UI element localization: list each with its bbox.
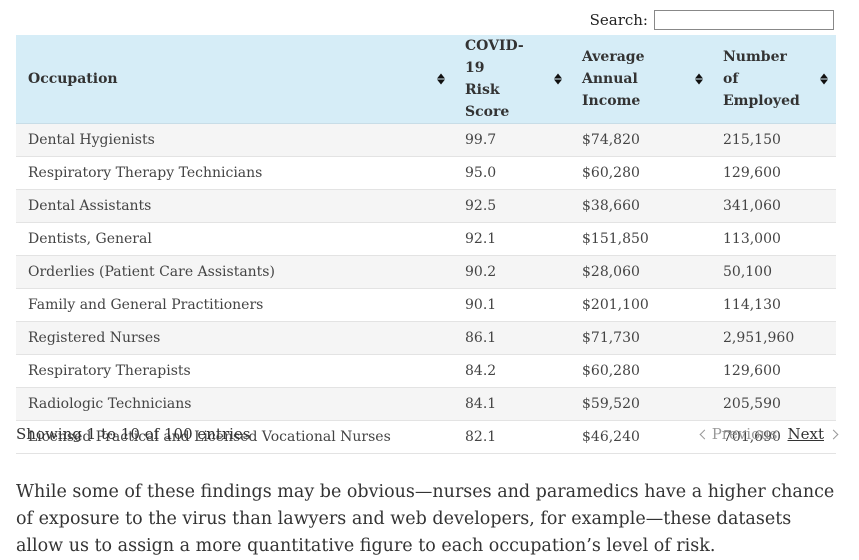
cell-income: $28,060: [570, 255, 711, 289]
cell-occupation: Orderlies (Patient Care Assistants): [16, 255, 453, 289]
cell-risk-score: 82.1: [453, 420, 570, 454]
cell-risk-score: 92.1: [453, 222, 570, 256]
previous-button[interactable]: Previous: [699, 425, 778, 443]
table-row: Radiologic Technicians 84.1 $59,520 205,…: [16, 387, 836, 421]
header-label-line1: Number of: [723, 49, 787, 87]
cell-occupation: Dentists, General: [16, 222, 453, 256]
cell-employed: 114,130: [711, 288, 836, 322]
column-header-risk-score[interactable]: COVID-19 Risk Score: [453, 35, 570, 124]
cell-income: $46,240: [570, 420, 711, 454]
column-header-employed[interactable]: Number of Employed: [711, 35, 836, 124]
cell-risk-score: 90.2: [453, 255, 570, 289]
cell-employed: 113,000: [711, 222, 836, 256]
cell-occupation: Licensed Practical and Licensed Vocation…: [16, 420, 453, 454]
next-button[interactable]: Next: [787, 425, 839, 443]
cell-occupation: Radiologic Technicians: [16, 387, 453, 421]
cell-income: $38,660: [570, 189, 711, 223]
header-label-line2: Income: [582, 93, 641, 109]
cell-income: $74,820: [570, 123, 711, 157]
chevron-right-icon: [828, 429, 839, 439]
cell-risk-score: 86.1: [453, 321, 570, 355]
data-table: Occupation COVID-19 Risk Score Average An…: [16, 35, 836, 454]
cell-income: $201,100: [570, 288, 711, 322]
cell-employed: 129,600: [711, 354, 836, 388]
sort-icon[interactable]: [820, 73, 828, 85]
sort-icon[interactable]: [554, 73, 562, 85]
chevron-left-icon: [699, 429, 710, 439]
header-label-line1: Average Annual: [582, 49, 645, 87]
cell-income: $71,730: [570, 321, 711, 355]
pagination: Previous Next: [699, 425, 839, 443]
search-bar: Search:: [590, 10, 834, 30]
body-paragraph: While some of these findings may be obvi…: [16, 481, 835, 556]
table-row: Registered Nurses 86.1 $71,730 2,951,960: [16, 321, 836, 355]
cell-risk-score: 90.1: [453, 288, 570, 322]
search-input[interactable]: [654, 10, 834, 30]
header-label-line1: COVID-19: [465, 38, 524, 76]
cell-risk-score: 99.7: [453, 123, 570, 157]
cell-risk-score: 84.2: [453, 354, 570, 388]
cell-employed: 129,600: [711, 156, 836, 190]
table-info: Showing 1 to 10 of 100 entries: [16, 425, 251, 443]
cell-employed: 701,690: [711, 420, 836, 454]
table-row: Orderlies (Patient Care Assistants) 90.2…: [16, 255, 836, 289]
cell-occupation: Dental Assistants: [16, 189, 453, 223]
table-row: Respiratory Therapists 84.2 $60,280 129,…: [16, 354, 836, 388]
cell-occupation: Respiratory Therapy Technicians: [16, 156, 453, 190]
table-row: Dental Assistants 92.5 $38,660 341,060: [16, 189, 836, 223]
cell-risk-score: 84.1: [453, 387, 570, 421]
table-row: Dentists, General 92.1 $151,850 113,000: [16, 222, 836, 256]
cell-employed: 205,590: [711, 387, 836, 421]
cell-employed: 50,100: [711, 255, 836, 289]
table-row: Family and General Practitioners 90.1 $2…: [16, 288, 836, 322]
cell-risk-score: 95.0: [453, 156, 570, 190]
cell-risk-score: 92.5: [453, 189, 570, 223]
table-row: Licensed Practical and Licensed Vocation…: [16, 420, 836, 454]
search-label: Search:: [589, 11, 648, 29]
column-header-income[interactable]: Average Annual Income: [570, 35, 711, 124]
previous-label: Previous: [711, 425, 778, 443]
table-header-row: Occupation COVID-19 Risk Score Average An…: [16, 35, 836, 124]
cell-income: $60,280: [570, 156, 711, 190]
sort-icon[interactable]: [437, 73, 445, 85]
sort-icon[interactable]: [695, 73, 703, 85]
header-label: Occupation: [28, 71, 118, 87]
cell-employed: 2,951,960: [711, 321, 836, 355]
cell-occupation: Registered Nurses: [16, 321, 453, 355]
cell-employed: 341,060: [711, 189, 836, 223]
next-label: Next: [787, 425, 825, 443]
cell-income: $60,280: [570, 354, 711, 388]
cell-employed: 215,150: [711, 123, 836, 157]
header-label-line2: Employed: [723, 93, 800, 109]
header-label-line2: Risk Score: [465, 82, 510, 120]
cell-occupation: Respiratory Therapists: [16, 354, 453, 388]
table-row: Dental Hygienists 99.7 $74,820 215,150: [16, 123, 836, 157]
column-header-occupation[interactable]: Occupation: [16, 35, 453, 124]
table-row: Respiratory Therapy Technicians 95.0 $60…: [16, 156, 836, 190]
cell-income: $151,850: [570, 222, 711, 256]
cell-occupation: Family and General Practitioners: [16, 288, 453, 322]
cell-occupation: Dental Hygienists: [16, 123, 453, 157]
cell-income: $59,520: [570, 387, 711, 421]
